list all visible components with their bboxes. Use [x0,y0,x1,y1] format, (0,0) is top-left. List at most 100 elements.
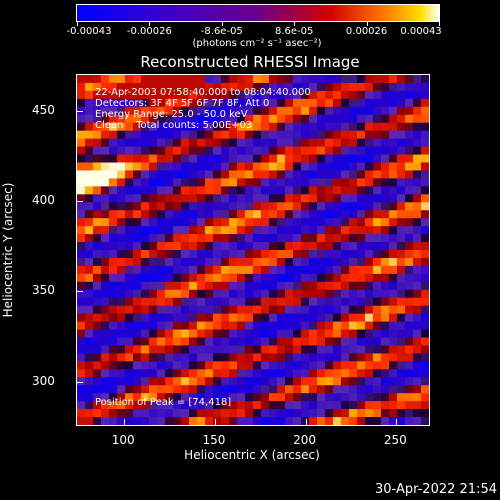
heatmap-cell [357,369,366,378]
heatmap-cell [309,114,318,124]
heatmap-cell [293,114,302,124]
heatmap-cell [309,218,318,227]
heatmap-cell [85,82,94,92]
heatmap-cell [365,281,374,291]
heatmap-cell [197,75,206,84]
heatmap-cell [381,138,390,148]
heatmap-cell [165,257,174,267]
heatmap-cell [301,305,310,315]
heatmap-cell [165,329,174,339]
heatmap-cell [261,210,270,219]
heatmap-cell [405,417,414,425]
heatmap-cell [149,114,158,124]
heatmap-cell [85,257,94,267]
heatmap-cell [229,409,238,418]
heatmap-cell [181,114,190,124]
heatmap-cell [397,170,406,179]
heatmap-cell [301,130,310,140]
heatmap-cell [285,138,294,148]
heatmap-cell [285,250,294,259]
heatmap-cell [389,257,398,267]
heatmap-cell [141,90,150,100]
heatmap-cell [173,353,182,362]
heatmap-cell [125,393,134,402]
heatmap-cell [133,146,142,156]
heatmap-cell [277,130,286,140]
heatmap-cell [381,242,390,251]
heatmap-cell [173,98,182,108]
heatmap-cell [397,242,406,251]
heatmap-cell [229,170,238,179]
heatmap-cell [253,305,262,315]
heatmap-cell [149,202,158,211]
heatmap-cell [77,114,86,124]
heatmap-cell [421,194,429,203]
heatmap-cell [189,337,198,347]
heatmap-cell [221,82,230,92]
heatmap-cell [149,321,158,331]
heatmap-cell [221,178,230,187]
heatmap-cell [109,146,118,156]
heatmap-cell [285,162,294,172]
heatmap-cell [309,321,318,331]
heatmap-cell [165,226,174,235]
heatmap-cell [341,297,350,307]
heatmap-cell [341,250,350,259]
heatmap-cell [341,242,350,251]
heatmap-cell [157,146,166,156]
heatmap-cell [269,98,278,108]
heatmap-cell [341,281,350,291]
heatmap-cell [325,98,334,108]
heatmap-cell [125,75,134,84]
heatmap-cell [173,122,182,132]
heatmap-cell [93,337,102,347]
heatmap-cell [237,297,246,307]
heatmap-cell [325,305,334,315]
heatmap-cell [165,75,174,84]
heatmap-cell [197,202,206,211]
heatmap-cell [237,305,246,315]
heatmap-cell [261,194,270,203]
heatmap-cell [181,218,190,227]
heatmap-cell [373,297,382,307]
heatmap-cell [221,154,230,164]
heatmap-cell [117,154,126,164]
heatmap-cell [125,178,134,187]
heatmap-cell [77,369,86,378]
heatmap-cell [317,75,326,84]
heatmap-cell [389,106,398,116]
heatmap-cell [85,361,94,370]
heatmap-cell [181,305,190,315]
heatmap-cell [365,353,374,362]
heatmap-cell [293,369,302,378]
heatmap-cell [381,170,390,179]
heatmap-cell [221,393,230,402]
heatmap-cell [421,257,429,267]
heatmap-cell [309,265,318,275]
heatmap-cell [141,273,150,283]
heatmap-cell [173,345,182,354]
heatmap-cell [325,146,334,156]
heatmap-cell [341,186,350,195]
heatmap-cell [133,242,142,251]
heatmap-cell [397,257,406,267]
heatmap-cell [133,409,142,418]
heatmap-cell [413,393,422,402]
heatmap-cell [197,146,206,156]
heatmap-cell [197,194,206,203]
heatmap-cell [317,353,326,362]
heatmap-cell [85,242,94,251]
heatmap-cell [85,265,94,275]
heatmap-cell [293,226,302,235]
y-axis-tick [77,201,83,203]
heatmap-cell [421,417,429,425]
heatmap-cell [293,202,302,211]
heatmap-cell [93,122,102,132]
heatmap-cell [197,234,206,243]
heatmap-cell [117,377,126,386]
heatmap-cell [213,289,222,299]
colorbar-tick [77,21,78,26]
heatmap-cell [325,218,334,227]
heatmap-cell [189,401,198,410]
heatmap-cell [285,337,294,347]
